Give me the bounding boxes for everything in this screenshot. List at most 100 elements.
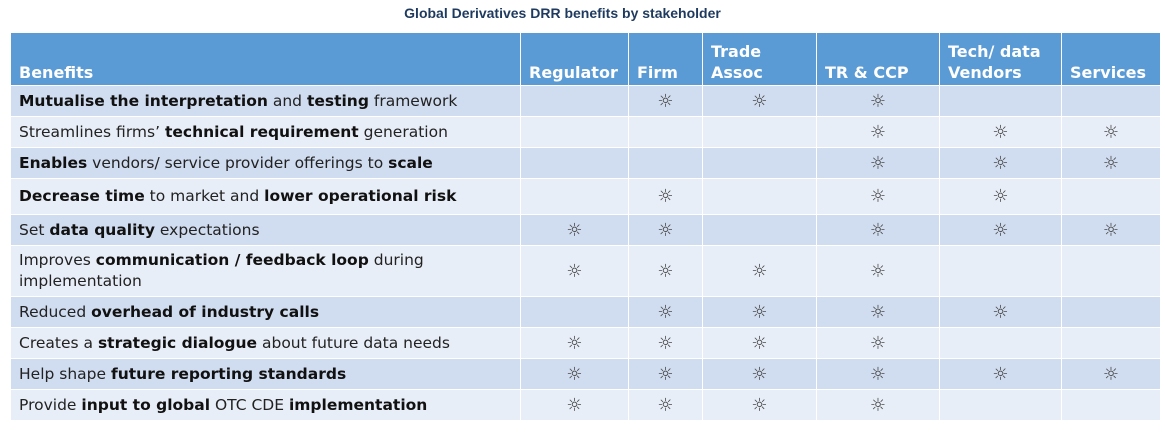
benefit-text: Provide bbox=[19, 395, 82, 414]
sun-icon: ☼ bbox=[657, 186, 674, 207]
sun-icon: ☼ bbox=[566, 394, 583, 416]
benefit-cell: Creates a strategic dialogue about futur… bbox=[10, 327, 521, 359]
sun-icon: ☼ bbox=[992, 363, 1009, 385]
stakeholder-cell: ☼ bbox=[1061, 214, 1161, 246]
benefit-text: during implementation bbox=[19, 251, 424, 290]
benefit-text-bold: data quality bbox=[49, 220, 155, 239]
benefits-table: Benefits Regulator Firm Trade Assoc TR & CCP T… bbox=[10, 32, 1161, 421]
table-row: Enables vendors/ service provider offeri… bbox=[10, 147, 1161, 179]
stakeholder-cell: ☼ bbox=[939, 116, 1062, 148]
stakeholder-cell bbox=[520, 296, 629, 328]
sun-icon: ☼ bbox=[1102, 121, 1120, 143]
benefit-text-bold: overhead of industry calls bbox=[91, 302, 320, 321]
benefit-text: Creates a bbox=[19, 333, 98, 352]
stakeholder-cell: ☼ bbox=[816, 245, 940, 297]
benefit-cell: Reduced overhead of industry calls bbox=[10, 296, 521, 328]
table-row: Improves communication / feedback loop d… bbox=[10, 245, 1161, 297]
stakeholder-cell: ☼ bbox=[816, 147, 940, 179]
benefit-text-bold: Mutualise the interpretation bbox=[19, 91, 268, 110]
benefit-text-bold: communication / feedback loop bbox=[95, 251, 369, 269]
benefit-cell: Enables vendors/ service provider offeri… bbox=[10, 147, 521, 179]
sun-icon: ☼ bbox=[657, 219, 674, 241]
benefit-cell: Improves communication / feedback loop d… bbox=[10, 245, 521, 297]
stakeholder-cell bbox=[702, 116, 817, 148]
benefit-text: generation bbox=[358, 122, 448, 141]
stakeholder-cell: ☼ bbox=[702, 327, 817, 359]
table-row: Provide input to global OTC CDE implemen… bbox=[10, 389, 1161, 421]
sun-icon: ☼ bbox=[566, 219, 583, 241]
stakeholder-cell: ☼ bbox=[816, 85, 940, 117]
stakeholder-cell: ☼ bbox=[628, 389, 703, 421]
stakeholder-cell bbox=[1061, 327, 1161, 359]
benefit-text: Help shape bbox=[19, 364, 111, 383]
stakeholder-cell: ☼ bbox=[702, 389, 817, 421]
benefit-text-bold: future reporting standards bbox=[110, 364, 347, 383]
benefit-text-bold: lower operational risk bbox=[264, 187, 457, 205]
benefit-text-bold: scale bbox=[388, 153, 433, 172]
sun-icon: ☼ bbox=[1102, 152, 1120, 174]
sun-icon: ☼ bbox=[657, 332, 674, 354]
benefit-text-bold: technical requirement bbox=[164, 122, 359, 141]
benefit-text: Set bbox=[19, 220, 50, 239]
stakeholder-cell bbox=[939, 85, 1062, 117]
benefit-cell: Decrease time to market and lower operat… bbox=[10, 178, 521, 215]
benefit-text-bold: input to global bbox=[81, 395, 211, 414]
sun-icon: ☼ bbox=[751, 394, 768, 416]
sun-icon: ☼ bbox=[657, 394, 674, 416]
stakeholder-cell bbox=[1061, 178, 1161, 215]
stakeholder-cell: ☼ bbox=[939, 214, 1062, 246]
benefit-text: to market and bbox=[144, 187, 265, 205]
column-header: Trade Assoc bbox=[702, 32, 817, 86]
table-body: Mutualise the interpretation and testing… bbox=[10, 85, 1161, 421]
stakeholder-cell bbox=[702, 214, 817, 246]
stakeholder-cell: ☼ bbox=[702, 358, 817, 390]
benefit-text: expectations bbox=[154, 220, 260, 239]
table-title: Global Derivatives DRR benefits by stake… bbox=[404, 5, 721, 21]
sun-icon: ☼ bbox=[751, 260, 768, 282]
stakeholder-cell: ☼ bbox=[628, 245, 703, 297]
benefit-text: Streamlines firms’ bbox=[19, 122, 165, 141]
stakeholder-cell: ☼ bbox=[816, 389, 940, 421]
column-header: TR & CCP bbox=[816, 32, 940, 86]
benefit-text: Reduced bbox=[19, 302, 92, 321]
stakeholder-cell: ☼ bbox=[939, 147, 1062, 179]
stakeholder-cell: ☼ bbox=[628, 358, 703, 390]
sun-icon: ☼ bbox=[657, 90, 674, 112]
stakeholder-cell bbox=[939, 327, 1062, 359]
benefit-text: and bbox=[267, 91, 307, 110]
stakeholder-cell: ☼ bbox=[628, 178, 703, 215]
table-row: Streamlines firms’ technical requirement… bbox=[10, 116, 1161, 148]
sun-icon: ☼ bbox=[869, 301, 887, 323]
stakeholder-cell bbox=[702, 178, 817, 215]
sun-icon: ☼ bbox=[869, 121, 887, 143]
stakeholder-cell: ☼ bbox=[1061, 116, 1161, 148]
table-row: Decrease time to market and lower operat… bbox=[10, 178, 1161, 215]
benefit-text: OTC CDE bbox=[210, 395, 289, 414]
stakeholder-cell: ☼ bbox=[939, 296, 1062, 328]
sun-icon: ☼ bbox=[657, 301, 674, 323]
benefit-cell: Mutualise the interpretation and testing… bbox=[10, 85, 521, 117]
sun-icon: ☼ bbox=[751, 332, 768, 354]
stakeholder-cell bbox=[520, 147, 629, 179]
sun-icon: ☼ bbox=[869, 152, 887, 174]
benefit-text: framework bbox=[368, 91, 458, 110]
sun-icon: ☼ bbox=[869, 90, 887, 112]
stakeholder-cell: ☼ bbox=[816, 358, 940, 390]
table-row: Reduced overhead of industry calls ☼ ☼ ☼ ☼ bbox=[10, 296, 1161, 328]
stakeholder-cell: ☼ bbox=[520, 214, 629, 246]
stakeholder-cell bbox=[1061, 85, 1161, 117]
sun-icon: ☼ bbox=[566, 363, 583, 385]
stakeholder-cell: ☼ bbox=[939, 358, 1062, 390]
benefit-text-bold: Enables bbox=[19, 153, 88, 172]
benefit-cell: Provide input to global OTC CDE implemen… bbox=[10, 389, 521, 421]
sun-icon: ☼ bbox=[751, 90, 768, 112]
stakeholder-cell: ☼ bbox=[816, 116, 940, 148]
benefit-text: vendors/ service provider offerings to bbox=[87, 153, 389, 172]
sun-icon: ☼ bbox=[657, 260, 674, 282]
stakeholder-cell: ☼ bbox=[702, 85, 817, 117]
sun-icon: ☼ bbox=[566, 260, 583, 282]
stakeholder-cell: ☼ bbox=[520, 327, 629, 359]
stakeholder-cell: ☼ bbox=[628, 214, 703, 246]
table-row: Creates a strategic dialogue about futur… bbox=[10, 327, 1161, 359]
stakeholder-cell bbox=[1061, 245, 1161, 297]
